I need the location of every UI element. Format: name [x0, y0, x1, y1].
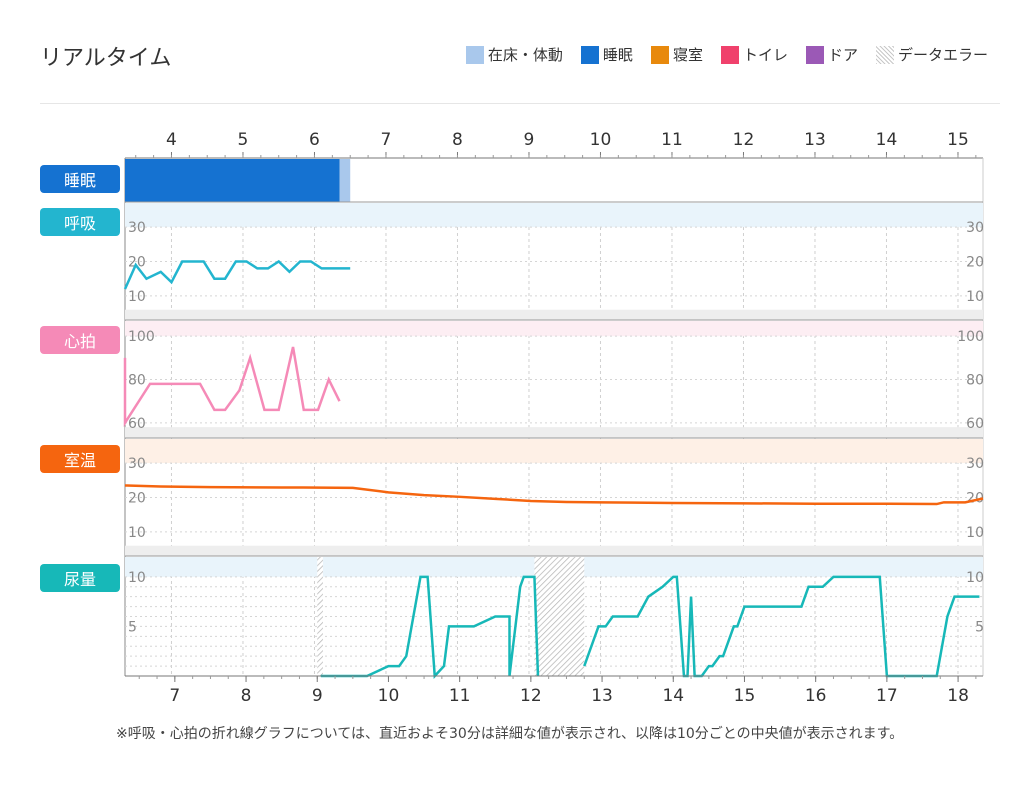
urine-series-line: [320, 575, 980, 679]
heart-ytick-label-right: 100: [957, 329, 984, 345]
heart-high-band: [125, 321, 983, 337]
bottom-axis-tick-label: 13: [591, 686, 613, 706]
bottom-axis-tick-label: 11: [449, 686, 471, 706]
respiration-series-line: [123, 259, 351, 290]
temp-ytick-label-right: 30: [966, 456, 984, 472]
heart-ytick-label-left: 100: [128, 329, 155, 345]
resp-ytick-label-right: 20: [966, 255, 984, 271]
legend-label: トイレ: [742, 46, 788, 64]
legend-label: 睡眠: [602, 46, 633, 64]
legend-item: トイレ: [720, 44, 788, 65]
top-axis-tick-label: 15: [947, 130, 969, 150]
legend-item: 在床・体動: [465, 44, 563, 65]
legend-swatch: [875, 45, 894, 64]
heart-ytick-label-left: 80: [128, 373, 146, 389]
resp-ytick-label-left: 20: [128, 255, 146, 271]
page-title: リアルタイム: [40, 46, 172, 71]
row-badge-heart: 心拍: [40, 326, 120, 354]
resp-high-band: [125, 203, 983, 228]
resp-ytick-label-left: 10: [128, 289, 146, 305]
bottom-axis-tick-label: 8: [241, 686, 252, 706]
bottom-axis-tick-label: 7: [169, 686, 180, 706]
bottom-axis-tick-label: 18: [947, 686, 969, 706]
row-badge-respiration: 呼吸: [40, 208, 120, 236]
legend-label: ドア: [827, 46, 858, 64]
top-axis-tick-label: 11: [661, 130, 683, 150]
legend-swatch: [720, 45, 739, 64]
top-axis-tick-label: 9: [524, 130, 535, 150]
legend: 在床・体動 睡眠 寝室 トイレ ドア データエラー: [465, 44, 988, 65]
row-badge-urine: 尿量: [40, 564, 120, 592]
bottom-axis-tick-label: 9: [312, 686, 323, 706]
urine-ytick-label-right: 5: [975, 619, 984, 635]
heart-low-band: [125, 427, 983, 438]
legend-item: データエラー: [875, 44, 988, 65]
heart-ytick-label-right: 80: [966, 373, 984, 389]
bottom-axis-tick-label: 14: [662, 686, 684, 706]
legend-label: 在床・体動: [487, 46, 563, 64]
legend-item: 寝室: [650, 44, 703, 65]
top-axis-tick-label: 13: [804, 130, 826, 150]
temp-ytick-label-left: 20: [128, 491, 146, 507]
bottom-axis-tick-label: 12: [520, 686, 542, 706]
top-axis-tick-label: 8: [452, 130, 463, 150]
resp-ytick-label-right: 30: [966, 220, 984, 236]
legend-item: ドア: [805, 44, 858, 65]
footnote: ※呼吸・心拍の折れ線グラフについては、直近およそ30分は詳細な値が表示され、以降…: [116, 726, 904, 742]
top-axis-tick-label: 14: [876, 130, 898, 150]
temp-ytick-label-left: 10: [128, 525, 146, 541]
temp-ytick-label-right: 10: [966, 525, 984, 541]
resp-low-band: [125, 309, 983, 320]
urine-ytick-label-left: 10: [128, 570, 146, 586]
urine-high-band: [125, 557, 983, 577]
heart-ytick-label-left: 60: [128, 416, 146, 432]
urine-ytick-label-left: 5: [128, 619, 137, 635]
heart-rate-series-line: [123, 346, 341, 428]
temp-low-band: [125, 545, 983, 556]
top-axis-tick-label: 7: [381, 130, 392, 150]
resp-ytick-label-right: 10: [966, 289, 984, 305]
legend-label: 寝室: [672, 46, 703, 64]
top-axis-tick-label: 5: [238, 130, 249, 150]
temp-high-band: [125, 439, 983, 464]
top-axis-tick-label: 12: [733, 130, 755, 150]
sleep-segment: [125, 159, 340, 202]
urine-ytick-label-right: 10: [966, 570, 984, 586]
top-axis-tick-label: 10: [590, 130, 612, 150]
bottom-axis-tick-label: 16: [805, 686, 827, 706]
data-error-band: [317, 557, 323, 676]
sleep-segment: [339, 159, 351, 202]
bottom-axis-tick-label: 17: [876, 686, 898, 706]
legend-swatch: [580, 45, 599, 64]
resp-ytick-label-left: 30: [128, 220, 146, 236]
legend-swatch: [465, 45, 484, 64]
data-error-band: [534, 557, 585, 676]
top-axis-tick-label: 4: [166, 130, 177, 150]
divider: [40, 103, 1000, 104]
bottom-axis-tick-label: 15: [734, 686, 756, 706]
room-temp-series-line: [124, 484, 984, 506]
temp-ytick-label-left: 30: [128, 456, 146, 472]
legend-item: 睡眠: [580, 44, 633, 65]
legend-swatch: [650, 45, 669, 64]
heart-ytick-label-right: 60: [966, 416, 984, 432]
row-badge-sleep: 睡眠: [40, 165, 120, 193]
legend-swatch: [805, 45, 824, 64]
legend-label: データエラー: [897, 46, 988, 64]
top-axis-tick-label: 6: [309, 130, 320, 150]
bottom-axis-tick-label: 10: [378, 686, 400, 706]
row-badge-temperature: 室温: [40, 445, 120, 473]
temp-ytick-label-right: 20: [966, 491, 984, 507]
